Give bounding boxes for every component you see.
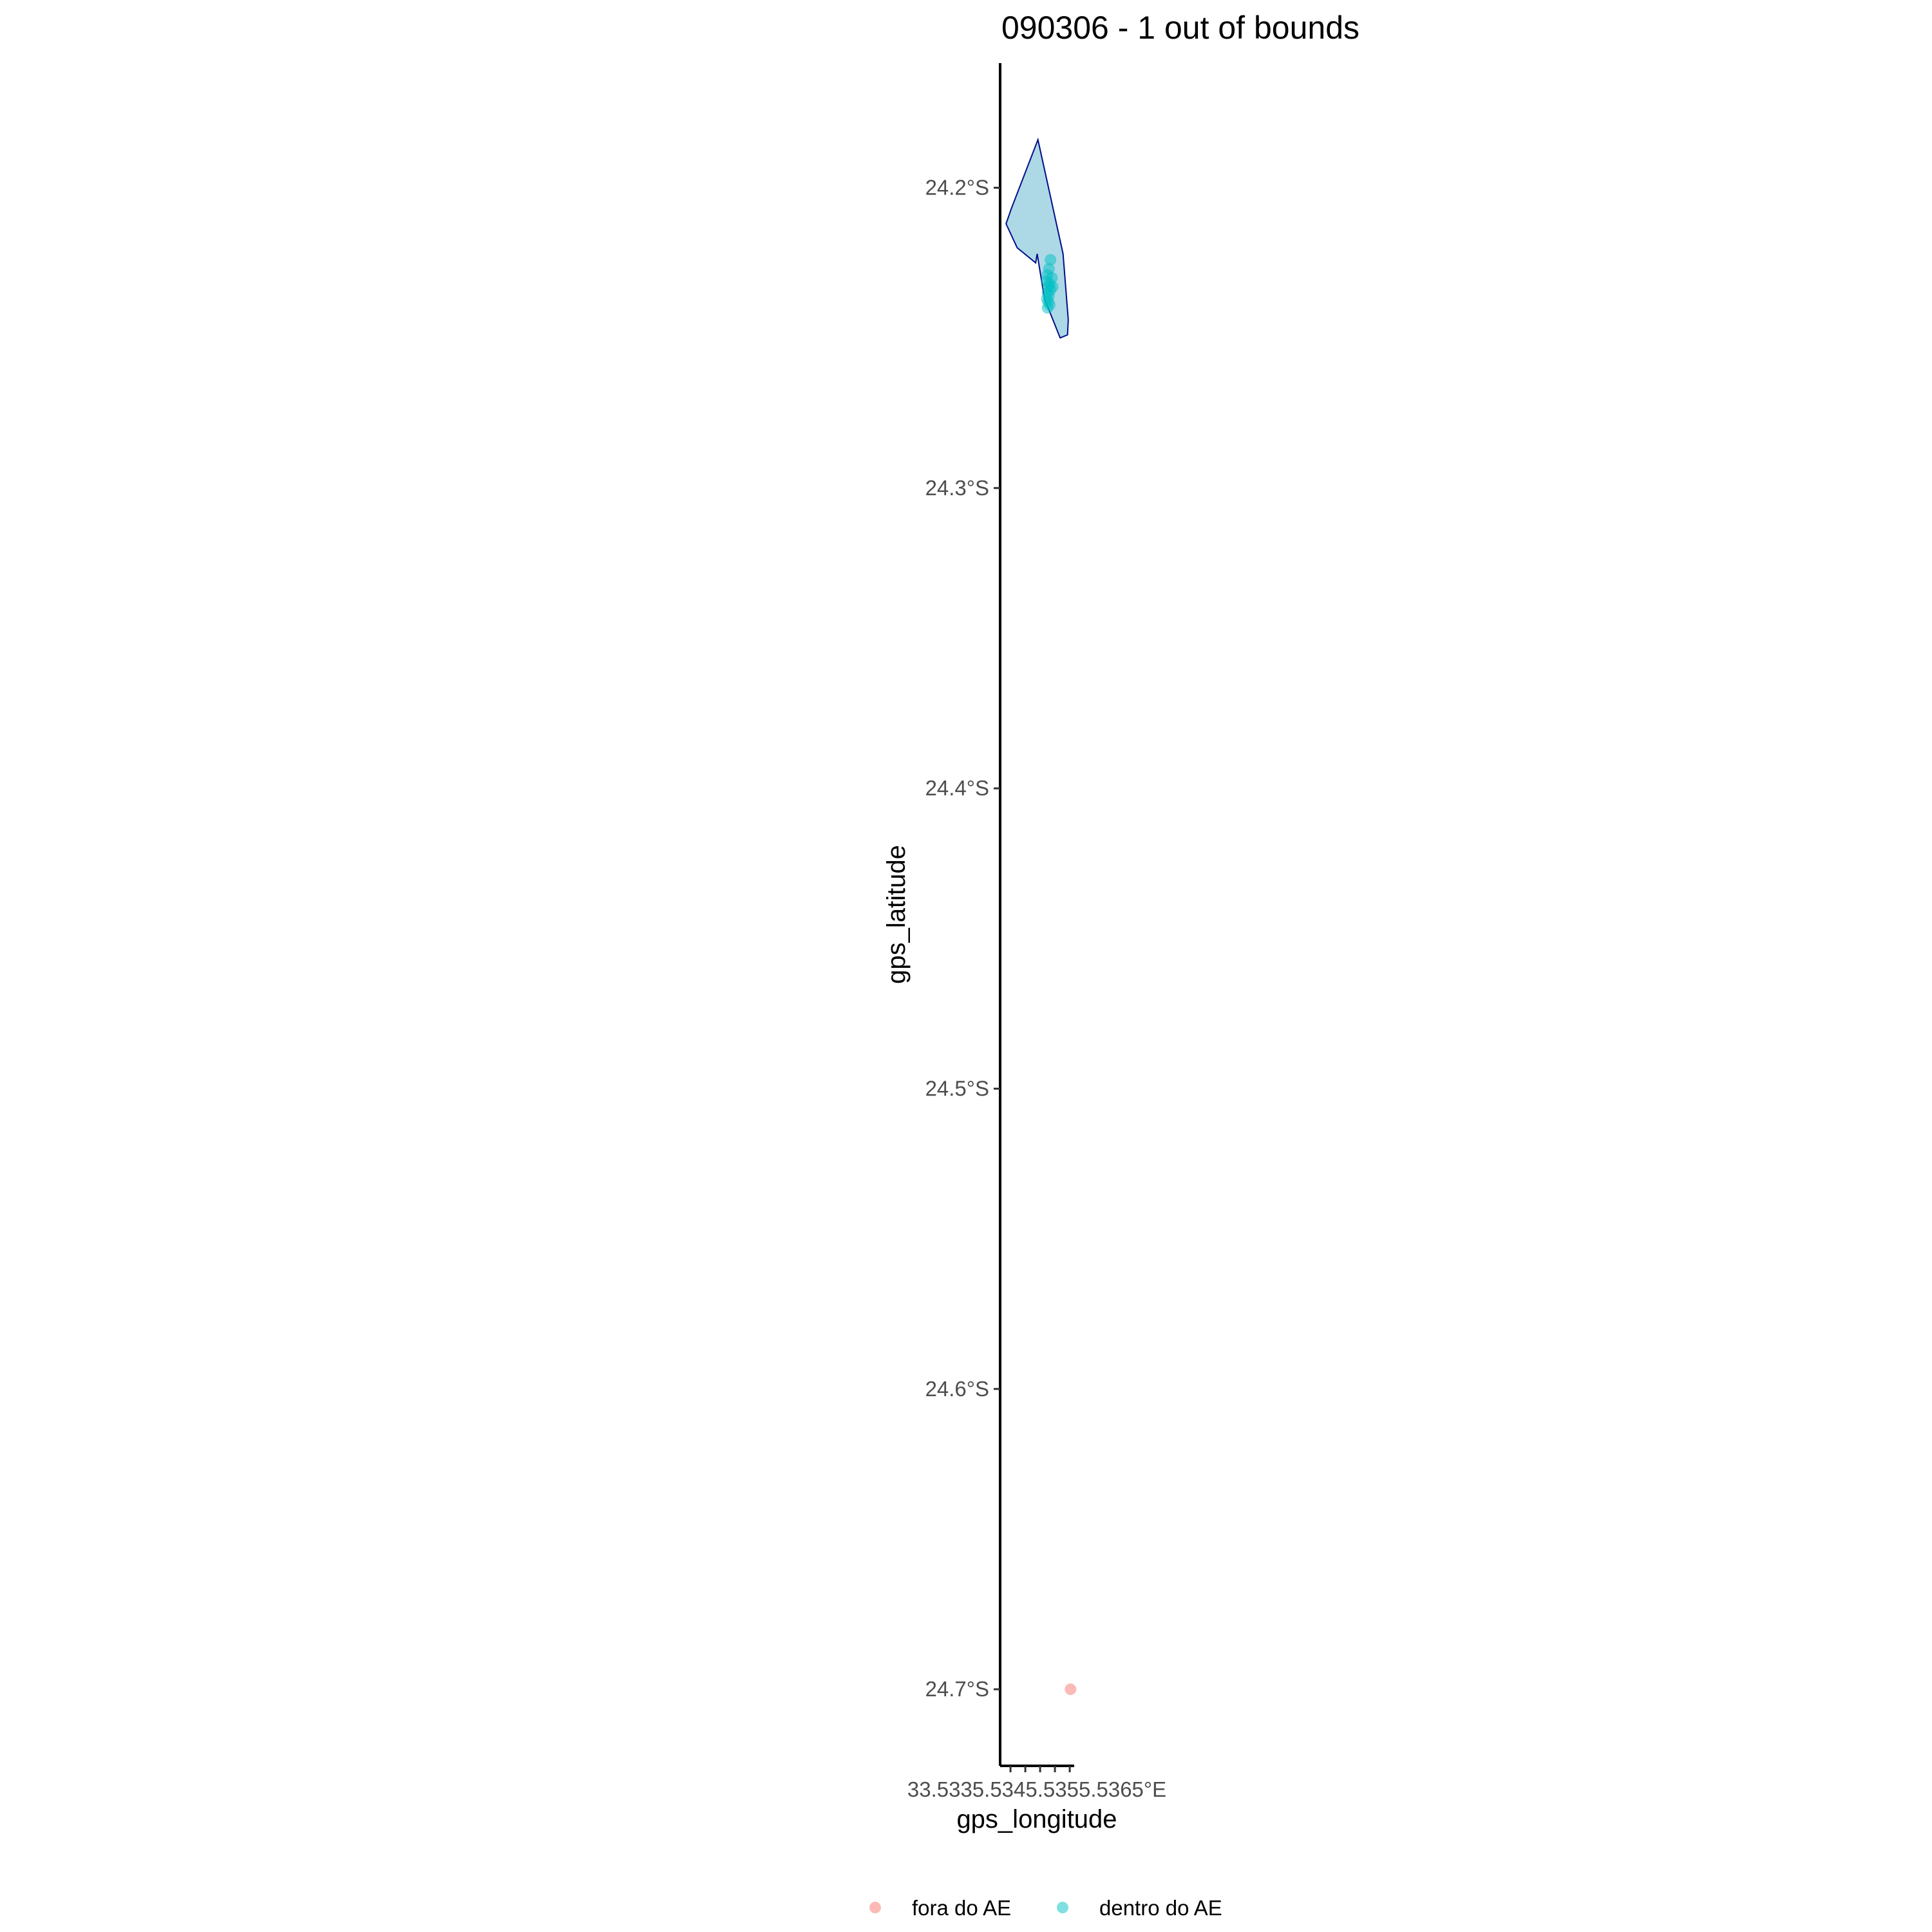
y-tick-label: 24.4°S <box>925 776 989 800</box>
y-tick-label: 24.3°S <box>925 476 989 500</box>
data-point <box>1065 1683 1077 1696</box>
x-axis-title: gps_longitude <box>956 1805 1117 1833</box>
y-tick-label: 24.7°S <box>925 1677 989 1701</box>
points-layer <box>1041 254 1077 1696</box>
area-polygon-layer <box>1005 137 1069 339</box>
data-point <box>1041 302 1054 314</box>
legend-key <box>869 1902 881 1913</box>
legend-key <box>1057 1902 1068 1913</box>
legend-label: dentro do AE <box>1099 1896 1222 1920</box>
x-tick-labels: 33.5335.5345.5355.5365°E <box>907 1777 1166 1801</box>
area-polygon <box>1005 137 1069 339</box>
y-axis-title: gps_latitude <box>882 845 911 984</box>
legend: fora do AE dentro do AE <box>869 1896 1222 1920</box>
data-point <box>1045 254 1057 266</box>
legend-label: fora do AE <box>912 1896 1011 1920</box>
y-ticks: 24.2°S 24.3°S 24.4°S 24.5°S 24.6°S 24.7°S <box>925 176 1000 1701</box>
y-tick-label: 24.5°S <box>925 1076 989 1100</box>
y-tick-label: 24.2°S <box>925 176 989 200</box>
y-tick-label: 24.6°S <box>925 1377 989 1401</box>
chart-title: 090306 - 1 out of bounds <box>1001 10 1359 46</box>
x-ticks <box>1009 1766 1071 1772</box>
